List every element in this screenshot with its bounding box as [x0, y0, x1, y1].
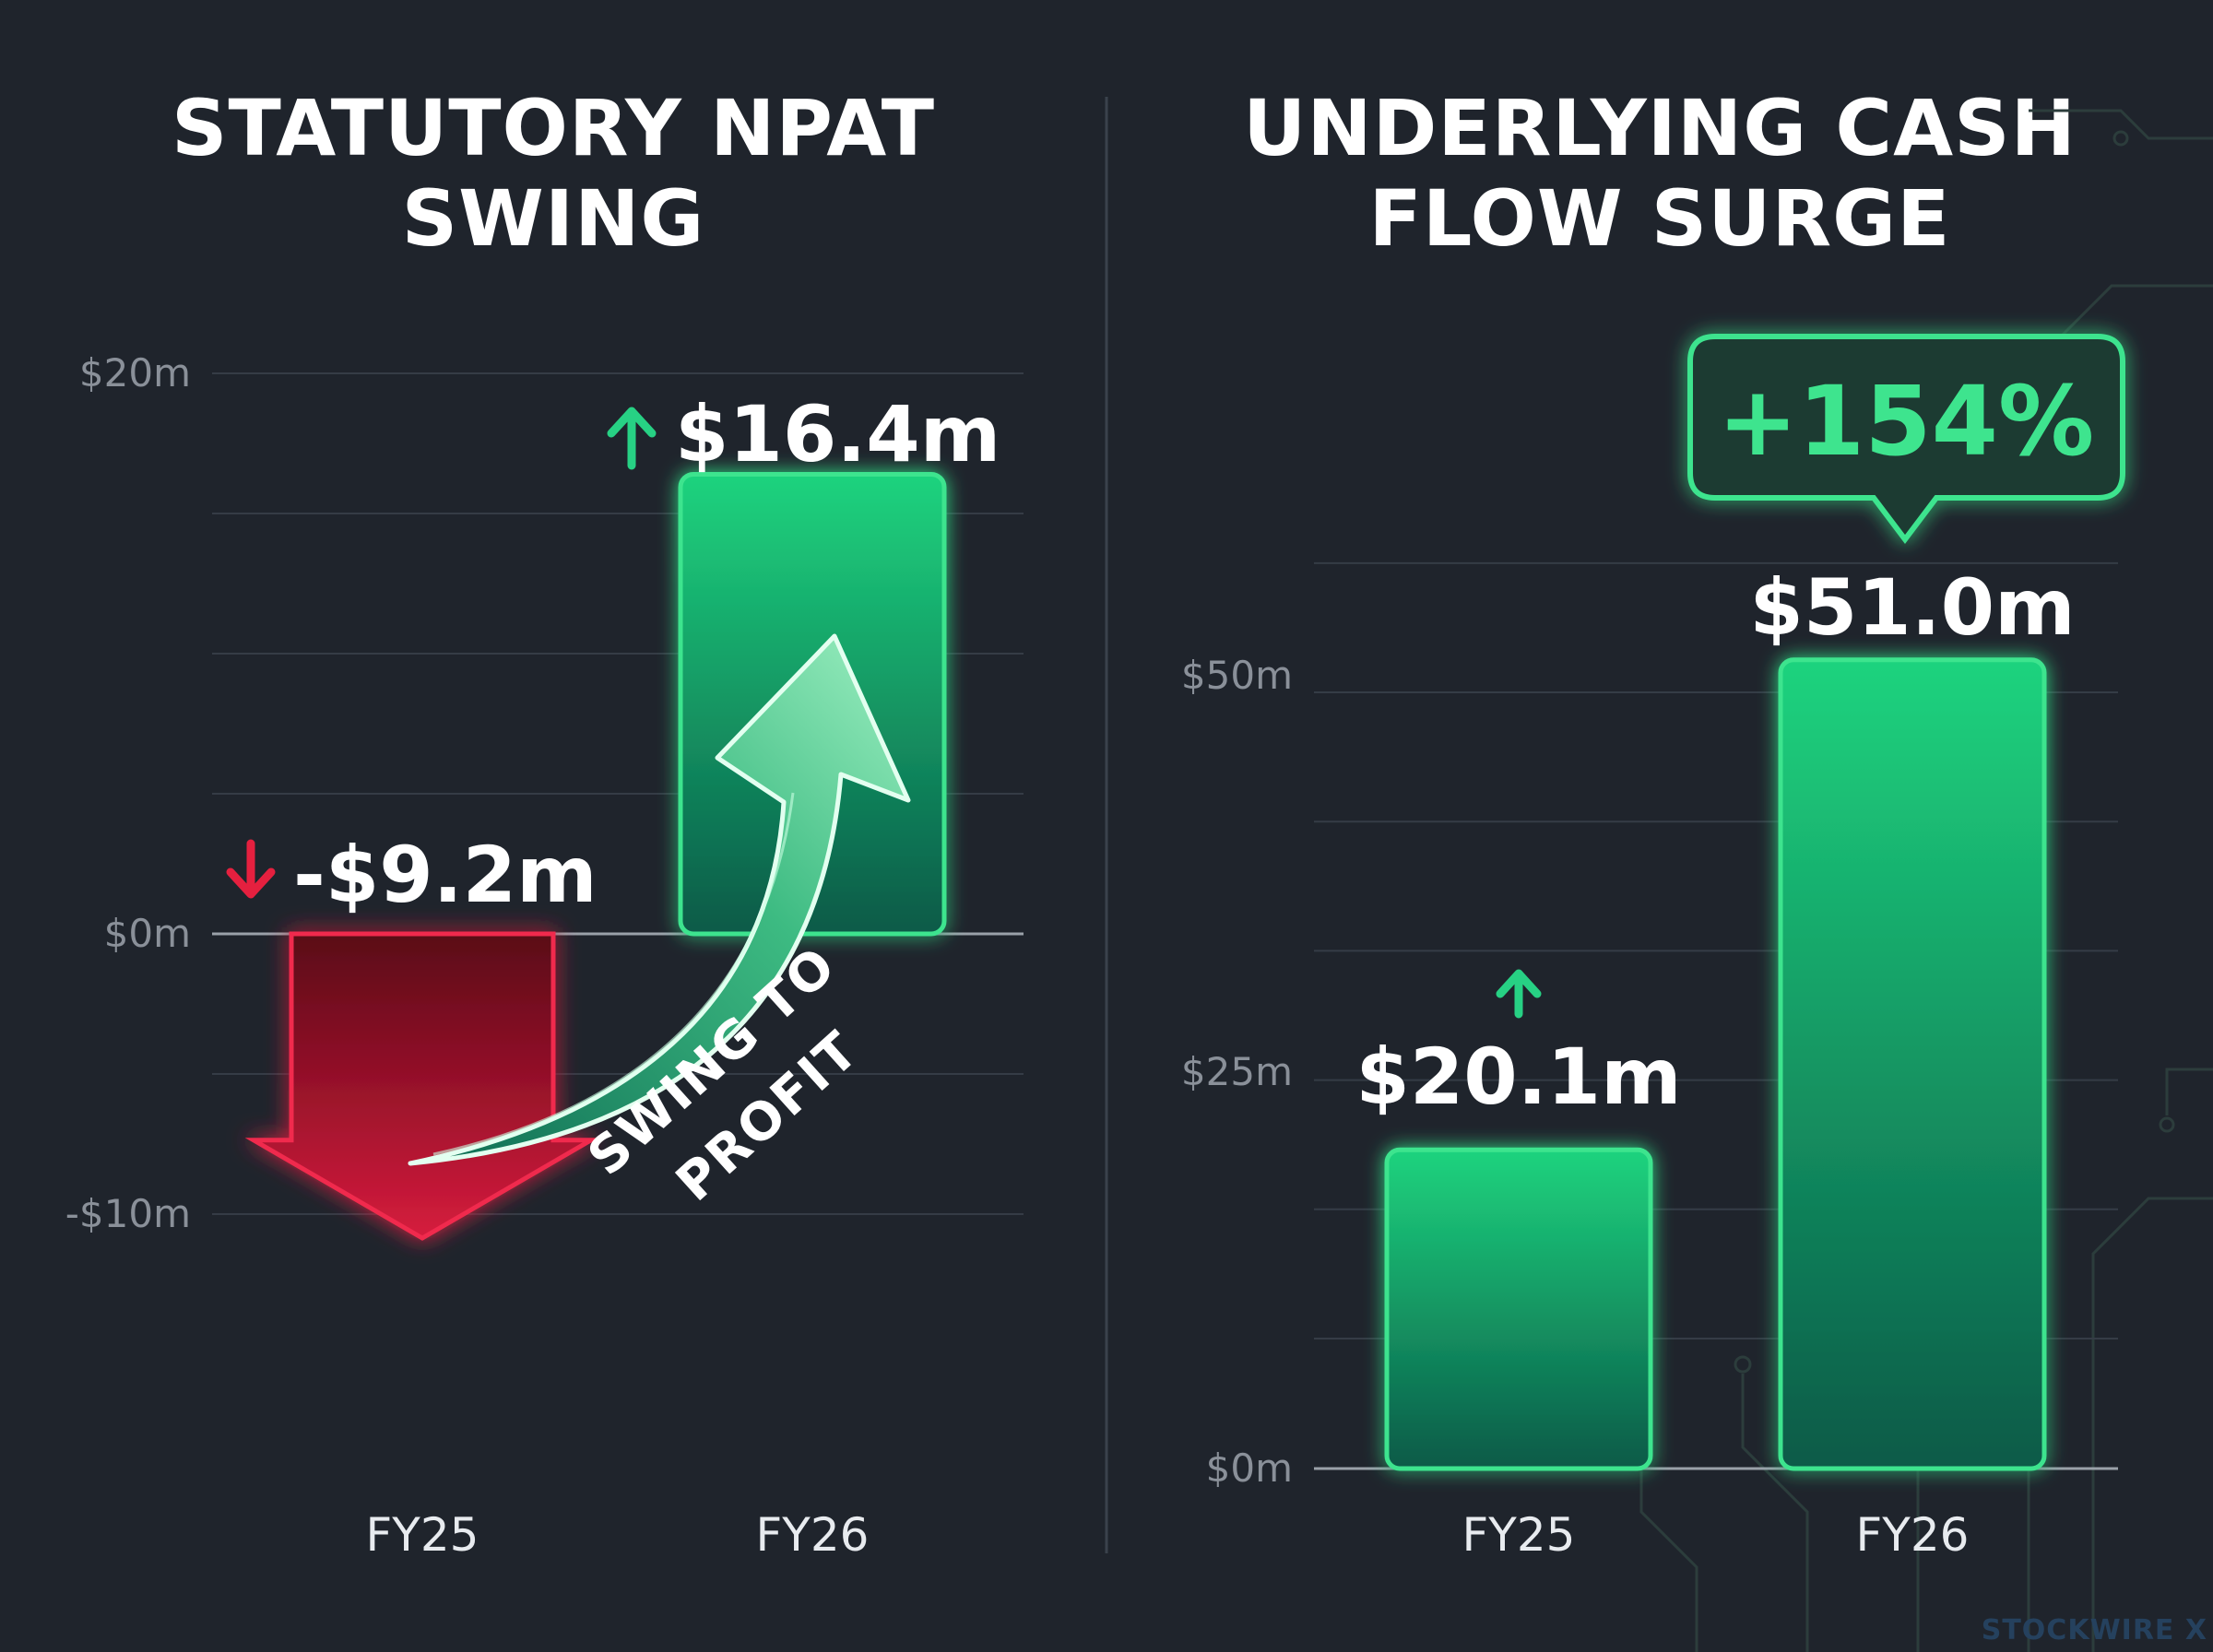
cashflow-bars [1384, 657, 2047, 1471]
cashflow-bar-fy25 [1384, 1147, 1653, 1471]
down-arrow-icon [226, 839, 276, 899]
circuit-node [1734, 1355, 1752, 1374]
circuit-decoration [1632, 109, 2213, 1652]
cashflow-y-tick-label: $50m [1181, 653, 1293, 698]
npat-y-tick-label: $20m [79, 350, 191, 395]
swing-arrow [408, 633, 911, 1166]
cashflow-category-label: FY26 [1856, 1508, 1970, 1562]
npat-category-label: FY25 [366, 1508, 479, 1562]
cashflow-category-labels: FY25 FY26 [1462, 1508, 1970, 1562]
cashflow-chart-title: UNDERLYING CASH FLOW SURGE [1153, 83, 2167, 264]
npat-y-tick-label: $0m [104, 911, 191, 956]
cashflow-title-line-2: FLOW SURGE [1368, 173, 1951, 264]
cashflow-value-labels: $20.1m $51.0m [1355, 562, 2075, 1122]
circuit-node [2159, 1116, 2175, 1133]
growth-badge: +154% [1687, 334, 2125, 544]
circuit-trace [2165, 1068, 2213, 1115]
cashflow-value-label-fy26: $51.0m [1749, 562, 2075, 653]
npat-category-labels: FY25 FY26 [366, 1508, 870, 1562]
cashflow-value-label-fy25: $20.1m [1355, 1032, 1681, 1122]
npat-value-label-fy26: $16.4m [675, 389, 1000, 479]
npat-category-label: FY26 [756, 1508, 870, 1562]
npat-bar-fy25 [244, 931, 600, 1241]
npat-value-label-fy25: -$9.2m [293, 830, 598, 920]
npat-y-axis: -$10m $0m $20m [65, 350, 191, 1236]
cashflow-title-line-1: UNDERLYING CASH [1243, 83, 2077, 173]
circuit-trace [2091, 1197, 2213, 1652]
cashflow-category-label: FY25 [1462, 1508, 1576, 1562]
growth-badge-text: +154% [1718, 365, 2094, 478]
cashflow-y-tick-label: $25m [1181, 1049, 1293, 1094]
circuit-trace [1741, 1374, 1809, 1652]
circuit-trace [1973, 284, 2213, 343]
circuit-node [2112, 130, 2129, 147]
circuit-trace [2029, 109, 2213, 140]
cashflow-bar-fy26 [1778, 657, 2047, 1471]
swing-arrow-highlight [432, 792, 795, 1156]
watermark: STOCKWIRE X [1981, 1614, 2207, 1646]
cashflow-y-tick-label: $0m [1206, 1446, 1293, 1491]
npat-title-line-2: SWING [401, 173, 705, 264]
up-arrow-icon [1496, 969, 1542, 1019]
npat-title-line-1: STATUTORY NPAT [171, 83, 936, 173]
up-arrow-icon [607, 407, 657, 470]
cashflow-y-axis: $0m $25m $50m [1181, 653, 1293, 1491]
npat-chart-title: STATUTORY NPAT SWING [46, 83, 1060, 264]
npat-value-labels: -$9.2m $16.4m [226, 389, 1000, 920]
growth-badge-bubble [1687, 334, 2125, 544]
circuit-trace [1639, 1447, 1698, 1652]
npat-y-tick-label: -$10m [65, 1191, 191, 1236]
